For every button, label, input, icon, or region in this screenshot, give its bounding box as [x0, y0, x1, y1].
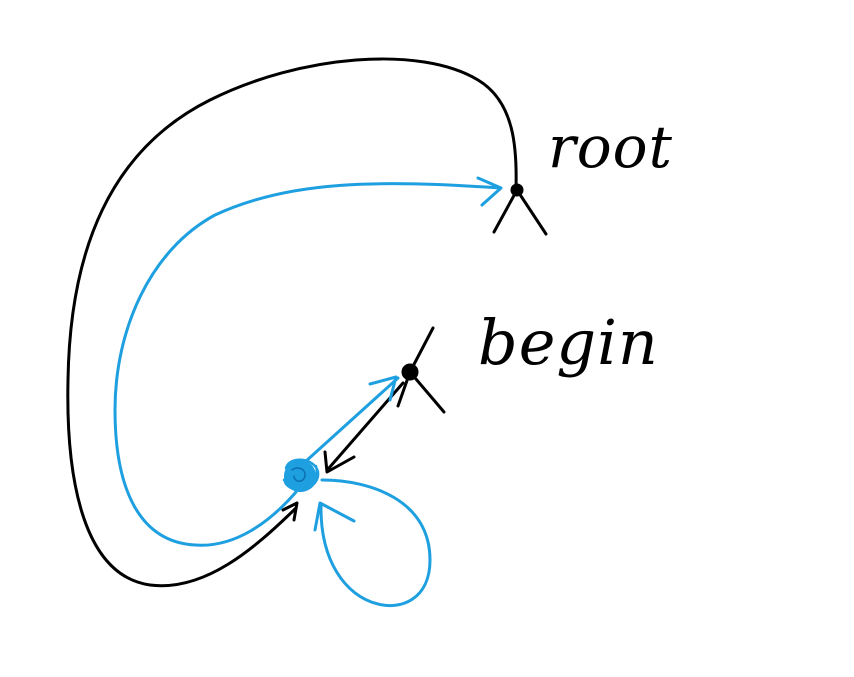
- node-to-begin-arrowhead: [368, 375, 398, 402]
- outer-blue-edge: [113, 182, 502, 547]
- node-to-begin-edge: [303, 376, 400, 464]
- root-node-legs: [492, 188, 548, 236]
- outer-blue-arrowhead: [476, 176, 503, 207]
- begin-label: begin: [478, 306, 659, 379]
- outer-black-edge: [66, 57, 518, 588]
- outer-black-arrowhead: [281, 501, 299, 522]
- self-loop-arrowhead: [313, 501, 356, 532]
- blue-node: [282, 458, 320, 492]
- begin-node-legs: [396, 326, 446, 414]
- self-loop-edge: [319, 478, 432, 608]
- begin-to-node-arrowhead: [323, 450, 356, 474]
- root-label: root: [548, 113, 673, 181]
